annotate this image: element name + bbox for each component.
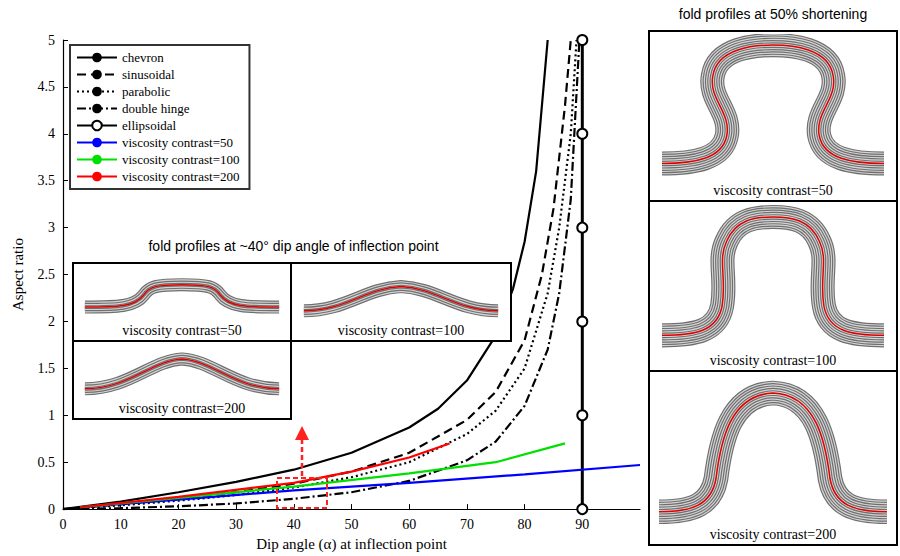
svg-text:parabolic: parabolic <box>122 84 171 99</box>
svg-text:0: 0 <box>48 502 55 517</box>
svg-text:chevron: chevron <box>122 50 164 65</box>
html-text:viscosity contrast=50: viscosity contrast=50 <box>122 323 242 338</box>
svg-text:3: 3 <box>48 220 55 235</box>
svg-text:viscosity contrast=50: viscosity contrast=50 <box>122 135 233 150</box>
svg-text:50: 50 <box>345 517 359 532</box>
svg-text:Aspect ratio: Aspect ratio <box>10 238 26 311</box>
svg-text:0: 0 <box>60 517 67 532</box>
svg-text:viscosity contrast=200: viscosity contrast=200 <box>122 169 239 184</box>
html-text:viscosity contrast=100: viscosity contrast=100 <box>709 353 837 368</box>
svg-text:2: 2 <box>48 314 55 329</box>
svg-text:1: 1 <box>48 408 55 423</box>
svg-text:sinusoidal: sinusoidal <box>122 67 175 82</box>
svg-text:viscosity contrast=100: viscosity contrast=100 <box>122 152 239 167</box>
svg-text:ellipsoidal: ellipsoidal <box>122 118 177 133</box>
svg-text:0.5: 0.5 <box>38 455 56 470</box>
html-text:viscosity contrast=200: viscosity contrast=200 <box>709 527 837 542</box>
html-text:viscosity contrast=200: viscosity contrast=200 <box>118 401 246 416</box>
html-text:viscosity contrast=100: viscosity contrast=100 <box>337 323 465 338</box>
svg-text:1.5: 1.5 <box>38 361 56 376</box>
svg-text:40: 40 <box>287 517 301 532</box>
svg-text:2.5: 2.5 <box>38 267 56 282</box>
svg-text:10: 10 <box>114 517 128 532</box>
svg-text:3.5: 3.5 <box>38 173 56 188</box>
html-text:fold profiles at ~40° dip angl: fold profiles at ~40° dip angle of infle… <box>148 238 439 254</box>
svg-text:30: 30 <box>229 517 243 532</box>
svg-text:90: 90 <box>575 517 589 532</box>
svg-text:20: 20 <box>171 517 185 532</box>
svg-text:4.5: 4.5 <box>38 79 56 94</box>
svg-text:Dip angle (α) at inflection po: Dip angle (α) at inflection point <box>256 536 448 553</box>
html-text:viscosity contrast=50: viscosity contrast=50 <box>713 183 833 198</box>
svg-text:5: 5 <box>48 33 55 48</box>
html-text:fold profiles at 50% shortenin: fold profiles at 50% shortening <box>678 6 868 22</box>
svg-text:80: 80 <box>518 517 532 532</box>
svg-text:60: 60 <box>402 517 416 532</box>
svg-text:4: 4 <box>48 126 55 141</box>
svg-text:70: 70 <box>460 517 474 532</box>
svg-text:double hinge: double hinge <box>122 101 190 116</box>
